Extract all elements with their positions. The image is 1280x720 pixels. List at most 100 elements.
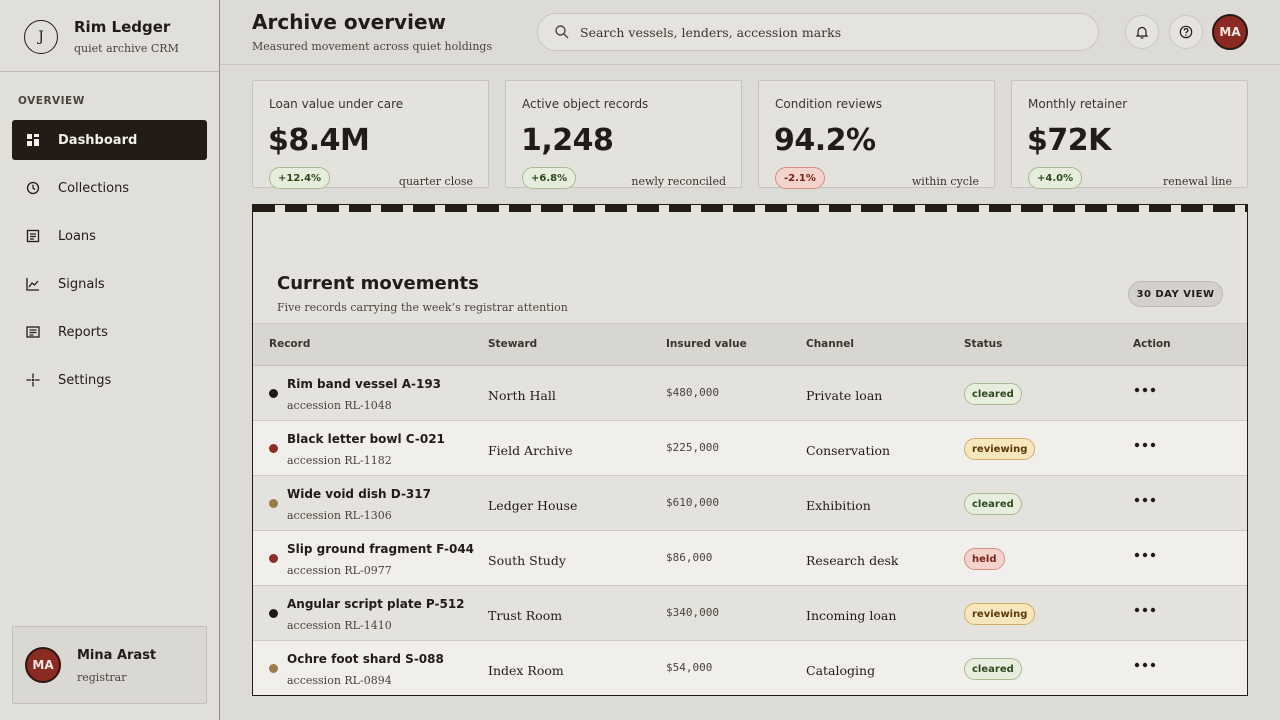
more-actions-button[interactable] [1133, 655, 1157, 675]
sidebar-item-label: Dashboard [58, 132, 138, 148]
record-dot [269, 444, 278, 453]
sidebar-item-settings[interactable]: Settings [12, 360, 207, 400]
kpi-value: $8.4M [268, 123, 370, 158]
search-bar[interactable] [537, 13, 1099, 51]
column-header-record[interactable]: Record [269, 338, 311, 350]
kpi-value: 1,248 [521, 123, 614, 158]
status-badge: cleared [964, 658, 1022, 680]
panel-title: Current movements [277, 273, 479, 294]
insured-value-cell: $610,000 [666, 496, 719, 509]
kpi-delta-badge: +6.8% [522, 167, 577, 189]
sidebar-item-loans[interactable]: Loans [12, 216, 207, 256]
record-name[interactable]: Angular script plate P-512 [287, 597, 465, 611]
channel-cell: Cataloging [806, 663, 876, 678]
kpi-value: 94.2% [774, 123, 876, 158]
table-row[interactable]: Black letter bowl C-021 accession RL-1182… [253, 421, 1247, 476]
kpi-card-condition-reviews: Condition reviews 94.2% -2.1% within cyc… [758, 80, 995, 189]
avatar: MA [25, 647, 61, 683]
record-name[interactable]: Black letter bowl C-021 [287, 432, 445, 446]
help-button[interactable] [1169, 15, 1203, 49]
view-range-button[interactable]: 30 DAY VIEW [1128, 281, 1223, 307]
clock-icon [26, 181, 40, 195]
sidebar-item-label: Collections [58, 180, 130, 196]
steward-cell: South Study [488, 553, 566, 568]
page-title: Archive overview [252, 10, 446, 34]
record-name[interactable]: Slip ground fragment F-044 [287, 542, 475, 556]
table-row[interactable]: Slip ground fragment F-044 accession RL-0… [253, 531, 1247, 586]
trend-icon [26, 277, 40, 291]
channel-cell: Research desk [806, 553, 899, 568]
sidebar-item-dashboard[interactable]: Dashboard [12, 120, 207, 160]
insured-value-cell: $86,000 [666, 551, 713, 564]
more-icon [1134, 442, 1156, 448]
more-icon [1134, 552, 1156, 558]
column-header-status[interactable]: Status [964, 338, 1003, 350]
record-accession: accession RL-1048 [287, 399, 392, 412]
more-icon [1134, 497, 1156, 503]
table-row[interactable]: Wide void dish D-317 accession RL-1306 Led… [253, 476, 1247, 531]
user-name: Mina Arast [77, 648, 157, 663]
movements-panel: Current movements Five records carrying … [252, 204, 1248, 696]
sidebar-item-collections[interactable]: Collections [12, 168, 207, 208]
column-header-insured-value[interactable]: Insured value [666, 338, 747, 350]
record-accession: accession RL-1410 [287, 619, 392, 632]
table-header: Record Steward Insured value Channel Sta… [253, 323, 1247, 366]
record-name[interactable]: Wide void dish D-317 [287, 487, 431, 501]
steward-cell: Index Room [488, 663, 564, 678]
more-actions-button[interactable] [1133, 380, 1157, 400]
grid-icon [26, 133, 40, 147]
document-icon [26, 229, 40, 243]
sidebar-item-reports[interactable]: Reports [12, 312, 207, 352]
search-input[interactable] [580, 24, 1060, 40]
column-header-steward[interactable]: Steward [488, 338, 538, 350]
crosshair-icon [26, 373, 40, 387]
brand[interactable]: J Rim Ledger quiet archive CRM [24, 18, 214, 58]
channel-cell: Private loan [806, 388, 883, 403]
record-dot [269, 664, 278, 673]
record-name[interactable]: Ochre foot shard S-088 [287, 652, 444, 666]
status-badge: cleared [964, 493, 1022, 515]
column-header-action: Action [1133, 338, 1171, 350]
record-accession: accession RL-0977 [287, 564, 392, 577]
kpi-delta-badge: +12.4% [269, 167, 331, 189]
kpi-card-loan-value: Loan value under care $8.4M +12.4% quart… [252, 80, 489, 189]
insured-value-cell: $480,000 [666, 386, 719, 399]
more-actions-button[interactable] [1133, 435, 1157, 455]
more-actions-button[interactable] [1133, 600, 1157, 620]
kpi-label: Active object records [522, 97, 649, 111]
status-badge: reviewing [964, 603, 1036, 625]
kpi-value: $72K [1027, 123, 1111, 158]
record-dot [269, 554, 278, 563]
kpi-note: renewal line [1163, 175, 1232, 188]
kpi-label: Loan value under care [269, 97, 404, 111]
nav-heading: OVERVIEW [18, 95, 85, 107]
steward-cell: Trust Room [488, 608, 563, 623]
help-icon [1179, 25, 1193, 39]
brand-name: Rim Ledger [74, 18, 171, 36]
channel-cell: Exhibition [806, 498, 871, 513]
user-role: registrar [77, 671, 127, 684]
kpi-delta-badge: -2.1% [775, 167, 825, 189]
record-accession: accession RL-1306 [287, 509, 392, 522]
more-icon [1134, 607, 1156, 613]
kpi-note: quarter close [398, 175, 473, 188]
record-name[interactable]: Rim band vessel A-193 [287, 377, 442, 391]
kpi-label: Monthly retainer [1028, 97, 1128, 111]
status-badge: cleared [964, 383, 1022, 405]
more-actions-button[interactable] [1133, 545, 1157, 565]
sidebar-divider [0, 71, 219, 72]
column-header-channel[interactable]: Channel [806, 338, 854, 350]
sidebar-item-signals[interactable]: Signals [12, 264, 207, 304]
user-card[interactable]: MA Mina Arast registrar [12, 626, 207, 704]
table-row[interactable]: Angular script plate P-512 accession RL-1… [253, 586, 1247, 641]
notifications-button[interactable] [1125, 15, 1159, 49]
table-row[interactable]: Rim band vessel A-193 accession RL-1048 No… [253, 366, 1247, 421]
kpi-note: within cycle [911, 175, 979, 188]
status-badge: held [964, 548, 1005, 570]
steward-cell: Ledger House [488, 498, 578, 513]
table-row[interactable]: Ochre foot shard S-088 accession RL-0894 I… [253, 641, 1247, 695]
profile-avatar[interactable]: MA [1212, 14, 1248, 50]
more-actions-button[interactable] [1133, 490, 1157, 510]
bell-icon [1135, 26, 1149, 39]
more-icon [1134, 387, 1156, 393]
